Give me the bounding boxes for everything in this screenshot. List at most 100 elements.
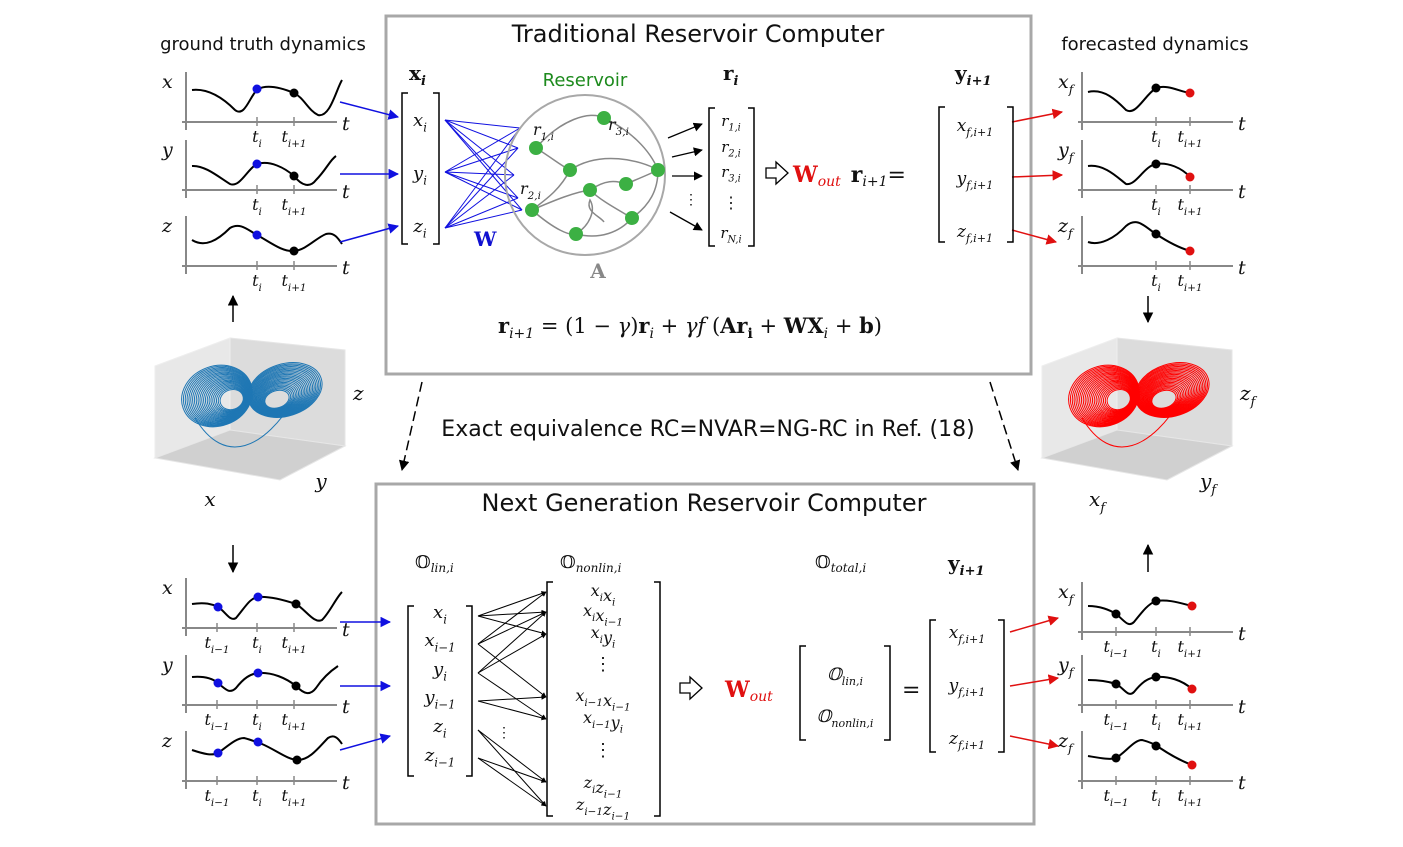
axis-label-y: y <box>314 469 327 493</box>
loop-right-18 <box>261 385 295 411</box>
time-axis-label: t <box>1238 772 1246 794</box>
time-axis-label: t <box>342 619 350 641</box>
loop-left-5 <box>190 370 251 424</box>
feature-arrow-1 <box>477 609 547 617</box>
signal-curve <box>1087 221 1191 252</box>
ngrc-title: Next Generation Reservoir Computer <box>482 489 927 517</box>
sample-dot-1 <box>253 668 263 678</box>
loop-left-5 <box>1077 370 1138 424</box>
loop-left-20 <box>1104 387 1132 411</box>
variable-label: z <box>161 215 173 237</box>
input-weight-label: W <box>473 227 497 251</box>
ngrc-nonlin-label: 𝕆nonlin,i <box>560 552 622 575</box>
ngrc-output-entry-1: yf,i+1 <box>948 676 986 699</box>
loop-left-0 <box>181 364 253 428</box>
reservoir-node-label-0: r1,i <box>533 120 554 143</box>
ngrc-equals: = <box>902 678 920 703</box>
sample-dot-0 <box>1151 83 1161 93</box>
loop-right-16 <box>1147 383 1185 411</box>
loop-left-10 <box>199 376 249 420</box>
rc-title: Traditional Reservoir Computer <box>511 20 885 48</box>
ngrc-total-vector: 𝕆lin,i 𝕆nonlin,i <box>799 645 891 741</box>
rc-state-label: ri <box>723 61 739 89</box>
reservoir-edge-9 <box>631 169 659 219</box>
ngrc-lin-entry-0: xi <box>433 602 447 626</box>
reservoir-node-3 <box>651 163 665 177</box>
ngrc-nonlin-ellipsis-6: ⋮ <box>594 740 612 761</box>
forecast-plot-z: zf t ti ti+1 <box>1057 215 1246 294</box>
signal-curve <box>191 665 339 694</box>
tick-label-0: ti <box>1151 271 1161 294</box>
sample-dot-0 <box>213 602 223 612</box>
axis-label-x: xf <box>1089 487 1107 516</box>
forecast-attractor: xf yf zf <box>1040 337 1258 516</box>
reservoir-node-7 <box>625 211 639 225</box>
loop-right-20 <box>1150 388 1179 410</box>
loop-right-21 <box>1151 389 1177 409</box>
loop-right-3 <box>1136 366 1205 417</box>
forecast-arrow-5 <box>1009 735 1060 750</box>
input-weight-line <box>444 174 515 229</box>
time-axis-label: t <box>342 113 350 135</box>
tick-label-1: ti <box>1151 637 1161 660</box>
floor <box>153 429 347 481</box>
truth-attractor: x y z <box>153 337 364 511</box>
loop-right-8 <box>1140 372 1197 415</box>
loop-right-16 <box>260 383 298 411</box>
input-weight-line <box>444 119 521 129</box>
loop-right-20 <box>263 388 292 410</box>
input-arrow-2 <box>339 223 400 243</box>
reservoir-out-arrow-1 <box>667 122 703 139</box>
rc-hollow-arrow <box>765 160 789 186</box>
rc-state-bracket-left <box>708 107 715 247</box>
sample-dot-1 <box>1151 741 1161 751</box>
ngrc-total-label: 𝕆total,i <box>815 552 866 575</box>
input-weight-line <box>444 127 521 173</box>
sample-dot-1 <box>1185 246 1195 256</box>
truth-plot-z: z t ti ti+1 <box>161 215 350 294</box>
loop-left-11 <box>201 377 249 419</box>
sample-dot-1 <box>253 737 263 747</box>
tick-label-0: ti−1 <box>204 710 229 733</box>
forecasted-heading: forecasted dynamics <box>1061 34 1248 55</box>
ngrc-forecast-plot-x: xf t ti−1 ti ti+1 <box>1058 581 1246 660</box>
time-axis-label: t <box>1238 257 1246 279</box>
loop-left-8 <box>1082 373 1137 421</box>
reservoir-node-label-2: r2,i <box>520 179 541 202</box>
sample-dot-2 <box>1187 760 1197 770</box>
tick-label-1: ti <box>1151 786 1161 809</box>
ngrc-total-bracket-right <box>884 645 891 741</box>
loop-right-15 <box>1146 381 1187 412</box>
rc-input-entry-1: yi <box>412 163 427 187</box>
ngrc-lin-vector: xi xi−1 yi yi−1 zi zi−1 <box>407 602 473 777</box>
sample-dot-0 <box>1111 679 1121 689</box>
signal-curve <box>191 155 337 186</box>
ngrc-nonlin-entry-1: xixi−1 <box>583 601 623 629</box>
truth-plot-x: x t ti ti+1 <box>162 71 350 150</box>
loop-left-17 <box>212 384 246 414</box>
reservoir-edge-7 <box>531 209 577 236</box>
loop-right-17 <box>1148 384 1183 411</box>
rc-panel <box>384 14 1033 376</box>
forecast-arrow-2 <box>1011 229 1058 245</box>
tick-label-2: ti+1 <box>1177 710 1202 733</box>
input-weight-line <box>444 171 519 199</box>
loop-left-17 <box>1099 384 1133 414</box>
sample-dot-1 <box>1151 672 1161 682</box>
ngrc-lin-entry-1: xi−1 <box>424 630 455 654</box>
loop-left-16 <box>210 383 246 415</box>
tick-label-0: ti <box>252 195 262 218</box>
attractor-trajectory <box>1068 362 1210 448</box>
time-axis-label: t <box>342 772 350 794</box>
sample-dot-1 <box>289 171 299 181</box>
loop-left-18 <box>1101 385 1133 413</box>
rc-input-bracket-left <box>401 92 408 245</box>
dashed-arrow-left <box>398 381 423 472</box>
signal-curve <box>1087 675 1193 695</box>
loop-left-14 <box>1093 380 1134 416</box>
rc-update-equation: ri+1 = (1 − γ)ri + γf (Ari + WXi + b) <box>498 313 882 342</box>
tick-label-1: ti <box>252 633 262 656</box>
reservoir-boundary <box>504 94 666 256</box>
tick-label-0: ti−1 <box>204 786 229 809</box>
